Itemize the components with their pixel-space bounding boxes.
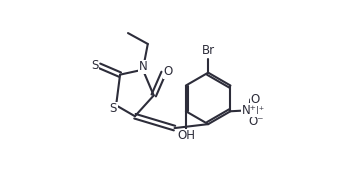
Text: N⁺: N⁺: [242, 104, 257, 117]
Text: Br: Br: [202, 44, 215, 57]
Text: S: S: [91, 59, 98, 72]
Text: O: O: [251, 93, 260, 106]
Text: O: O: [163, 65, 173, 78]
Text: OH: OH: [177, 129, 195, 142]
Text: S: S: [110, 102, 117, 115]
Text: N⁺: N⁺: [251, 106, 264, 116]
Text: O⁻: O⁻: [248, 115, 264, 128]
Text: N: N: [139, 60, 148, 73]
